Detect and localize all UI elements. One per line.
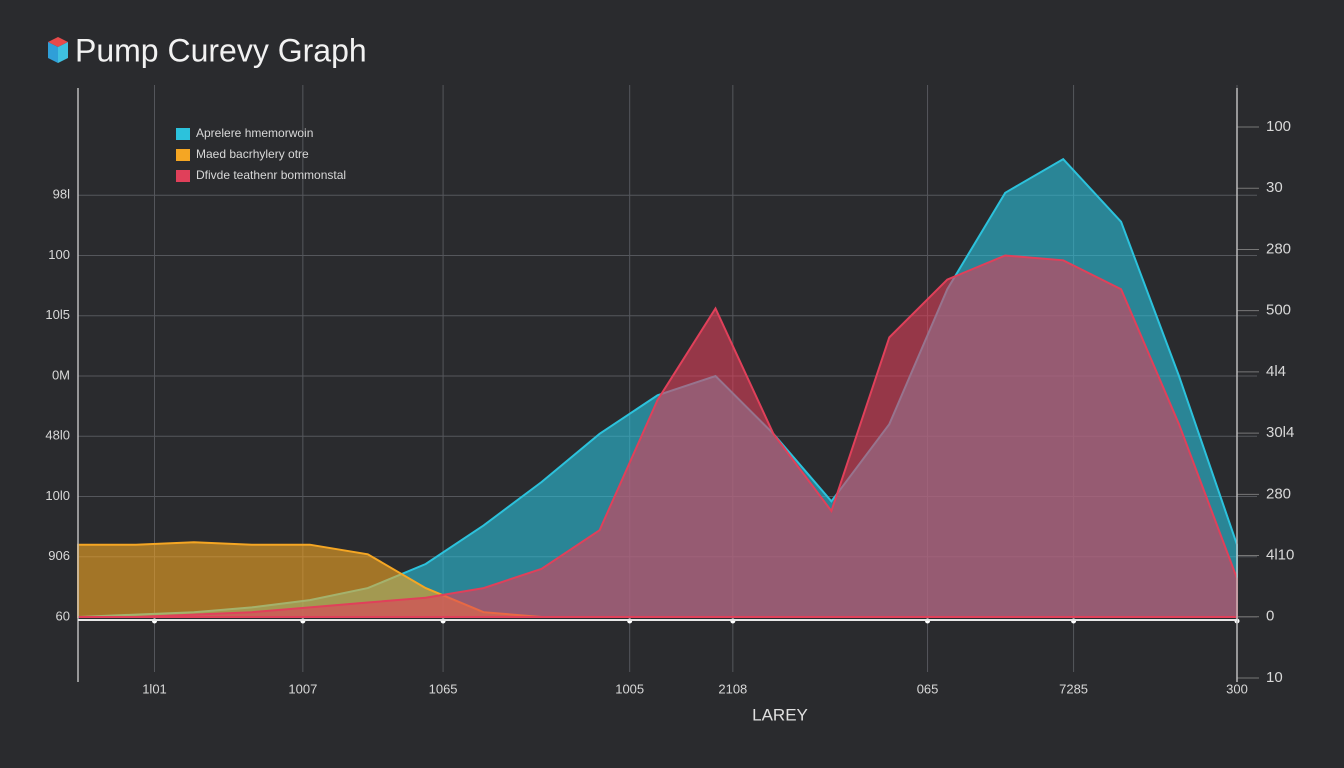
y2-tick-label: 10 — [1266, 669, 1283, 686]
y-tick-label: 0M — [52, 367, 70, 382]
y-tick-label: 98l — [53, 187, 70, 202]
x-tick-label: 1l01 — [142, 681, 167, 696]
y2-tick-label: 100 — [1266, 118, 1291, 135]
y-tick-label: 10l5 — [45, 307, 70, 322]
y-tick-label: 60 — [56, 608, 70, 623]
legend-swatch — [176, 149, 190, 161]
y2-tick-label: 30 — [1266, 179, 1283, 196]
y2-tick-label: 30l4 — [1266, 424, 1294, 441]
y-tick-label: 100 — [48, 247, 70, 262]
y2-tick-label: 280 — [1266, 240, 1291, 257]
areas — [77, 157, 1238, 618]
x-tick-label: 7285 — [1059, 681, 1088, 696]
y-tick-label: 906 — [48, 548, 70, 563]
chart-title: Pump Curevy Graph — [75, 32, 367, 68]
legend-label: Maed bacrhylery otre — [196, 147, 309, 161]
x-axis-label: LAREY — [752, 705, 808, 724]
y-tick-label: 10l0 — [45, 488, 70, 503]
axes — [77, 88, 1238, 682]
legend-swatch — [176, 128, 190, 140]
y-tick-label: 48l0 — [45, 428, 70, 443]
y2-tick-label: 4l4 — [1266, 363, 1286, 380]
legend-swatch — [176, 170, 190, 182]
title-icon — [48, 37, 68, 63]
y2-tick-label: 4l10 — [1266, 547, 1294, 564]
y2-tick-label: 280 — [1266, 485, 1291, 502]
x-tick-label: 065 — [917, 681, 939, 696]
x-tick-label: 1007 — [288, 681, 317, 696]
x-tick-label: 1065 — [429, 681, 458, 696]
y2-tick-label: 500 — [1266, 302, 1291, 319]
legend-label: Aprelere hmemorwoin — [196, 126, 313, 140]
x-tick-label: 300 — [1226, 681, 1248, 696]
legend-label: Dfivde teathenr bommonstal — [196, 168, 346, 182]
x-tick-label: 1005 — [615, 681, 644, 696]
x-tick-label: 2108 — [718, 681, 747, 696]
legend: Aprelere hmemorwoin Maed bacrhylery otre D… — [176, 126, 346, 182]
series-area — [78, 254, 1238, 618]
y2-tick-label: 0 — [1266, 608, 1274, 625]
